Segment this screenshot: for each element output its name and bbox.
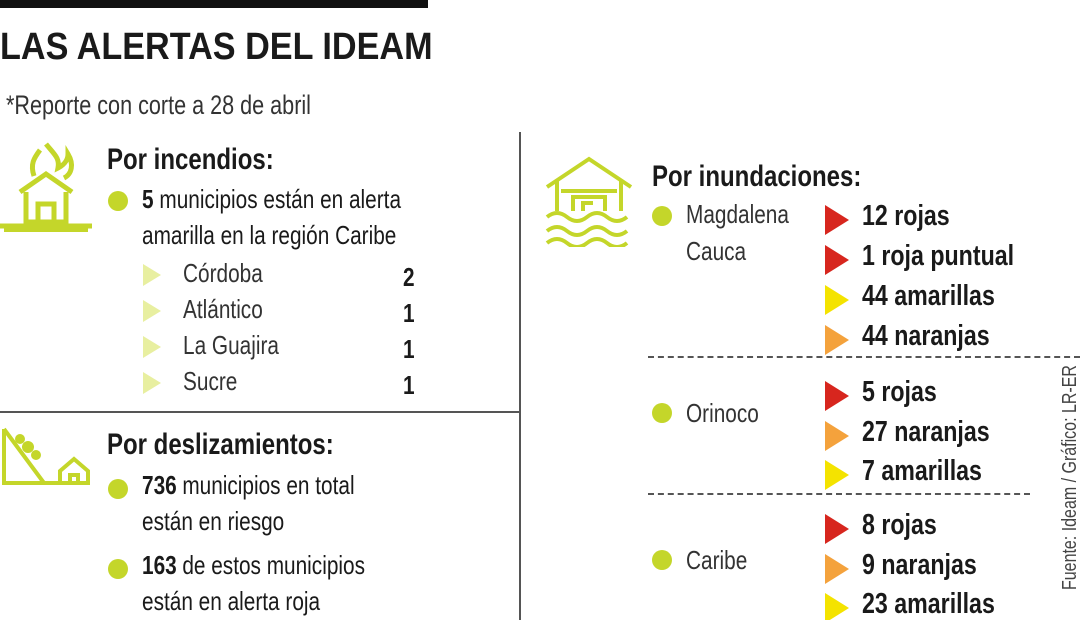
arrow xyxy=(825,553,849,584)
text: amarilla en la región Caribe xyxy=(142,220,397,250)
divider xyxy=(648,356,1080,358)
value: 1 xyxy=(403,298,415,328)
text: 736 municipios en total xyxy=(142,472,355,498)
bullet xyxy=(652,403,672,423)
arrow xyxy=(825,460,849,490)
text: 163 de estos municipios xyxy=(142,552,365,578)
arrow xyxy=(143,372,161,394)
top-bar xyxy=(0,0,428,8)
arrow xyxy=(143,336,161,358)
alert: 12 rojas xyxy=(862,200,950,232)
region: Magdalena xyxy=(686,199,789,229)
bullet xyxy=(108,559,128,579)
note: *Reporte con corte a 28 de abril xyxy=(6,90,311,120)
region: Atlántico xyxy=(183,294,263,324)
count: 736 xyxy=(142,470,177,500)
source: Fuente: Ideam / Gráfico: LR-ER xyxy=(1059,365,1080,590)
heading: Por incendios: xyxy=(107,143,274,176)
region: Sucre xyxy=(183,366,238,396)
bullet xyxy=(108,479,128,499)
value: 2 xyxy=(403,262,415,292)
bullet xyxy=(108,191,128,211)
value: 1 xyxy=(403,370,415,400)
text: municipios están en alerta xyxy=(159,184,402,214)
text: están en riesgo xyxy=(142,506,285,536)
arrow xyxy=(825,205,849,235)
text: están en alerta roja xyxy=(142,586,321,616)
text: 5 municipios están en alerta xyxy=(142,186,401,212)
bullet xyxy=(652,550,672,570)
arrow xyxy=(825,285,849,315)
region: Caribe xyxy=(686,545,748,575)
heading: Por inundaciones: xyxy=(652,160,862,193)
heading: Por deslizamientos: xyxy=(107,428,334,461)
count: 163 xyxy=(142,550,177,580)
divider xyxy=(0,411,520,413)
value: 1 xyxy=(403,334,415,364)
fire-icon xyxy=(0,142,92,232)
title: LAS ALERTAS DEL IDEAM xyxy=(0,26,433,68)
alert: 1 roja puntual xyxy=(862,240,1015,272)
alert: 44 naranjas xyxy=(862,320,990,352)
count: 5 xyxy=(142,184,154,214)
arrow xyxy=(143,300,161,322)
flood-icon xyxy=(545,156,633,247)
arrow xyxy=(825,245,849,275)
region: Orinoco xyxy=(686,398,759,428)
arrow xyxy=(825,514,849,544)
alert: 8 rojas xyxy=(862,509,937,541)
region: Cauca xyxy=(686,236,747,266)
bullet xyxy=(652,206,672,226)
alert: 5 rojas xyxy=(862,376,937,408)
alert: 7 amarillas xyxy=(862,455,982,487)
text: municipios en total xyxy=(182,470,355,500)
arrow xyxy=(825,381,849,411)
text: de estos municipios xyxy=(182,550,365,580)
divider xyxy=(648,493,1030,495)
arrow xyxy=(143,264,161,286)
landslide-icon xyxy=(2,427,90,485)
arrow xyxy=(825,593,849,620)
region: Córdoba xyxy=(183,258,263,288)
alert: 44 amarillas xyxy=(862,280,995,312)
arrow xyxy=(825,420,849,451)
alert: 23 amarillas xyxy=(862,588,995,620)
arrow xyxy=(825,325,849,355)
alert: 27 naranjas xyxy=(862,415,990,448)
region: La Guajira xyxy=(183,330,279,360)
alert: 9 naranjas xyxy=(862,548,977,581)
divider xyxy=(519,132,521,620)
